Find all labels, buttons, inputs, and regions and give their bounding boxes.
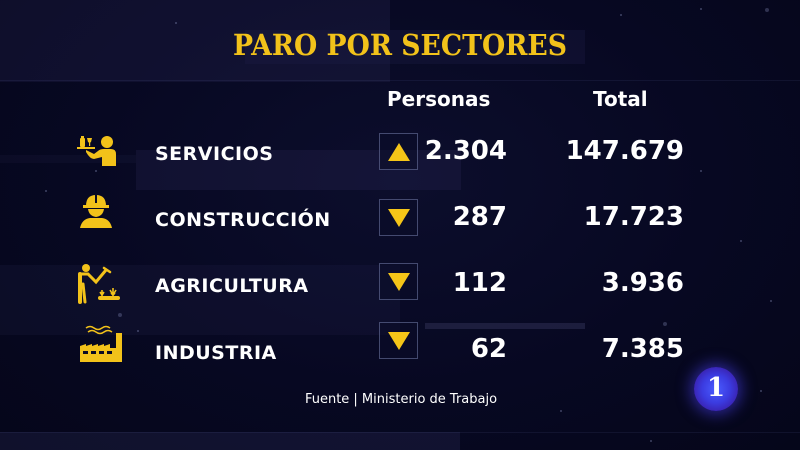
channel-logo: 1 <box>694 367 738 411</box>
bg-panel <box>0 155 136 163</box>
bg-panel <box>0 0 390 82</box>
triangle-down-icon <box>388 273 410 291</box>
bg-panel <box>245 30 585 64</box>
channel-logo-number: 1 <box>706 373 726 403</box>
sector-row-construccion: CONSTRUCCIÓN 287 17.723 <box>0 194 800 246</box>
sector-label: AGRICULTURA <box>155 275 309 297</box>
sector-label: SERVICIOS <box>155 143 274 165</box>
bg-panel <box>0 432 460 450</box>
waiter-icon <box>76 132 124 172</box>
farmer-icon <box>76 262 124 304</box>
bg-panel <box>425 323 585 329</box>
factory-icon <box>78 324 126 364</box>
total-value: 17.723 <box>583 202 684 232</box>
sector-label: CONSTRUCCIÓN <box>155 209 331 231</box>
trend-down-indicator <box>379 199 418 236</box>
bg-panel <box>0 265 400 335</box>
trend-down-indicator <box>379 263 418 300</box>
triangle-up-icon <box>388 143 410 161</box>
persons-value: 112 <box>452 268 507 298</box>
sector-row-agricultura: AGRICULTURA 112 3.936 <box>0 262 800 312</box>
triangle-down-icon <box>388 332 410 350</box>
triangle-down-icon <box>388 209 410 227</box>
bg-gridline <box>0 432 800 433</box>
persons-value: 287 <box>452 202 507 232</box>
trend-down-indicator <box>379 322 418 359</box>
trend-up-indicator <box>379 133 418 170</box>
source-caption: Fuente | Ministerio de Trabajo <box>304 392 498 407</box>
sector-label: INDUSTRIA <box>155 342 277 364</box>
column-header-persons: Personas <box>387 87 491 111</box>
column-header-total: Total <box>593 87 648 111</box>
total-value: 3.936 <box>601 268 684 298</box>
page-title: PARO POR SECTORES <box>232 28 567 62</box>
total-value: 147.679 <box>565 136 684 166</box>
sector-row-industria: INDUSTRIA 62 7.385 <box>0 322 800 378</box>
bg-gridline <box>0 80 800 81</box>
sector-row-servicios: SERVICIOS 2.304 147.679 <box>0 130 800 180</box>
total-value: 7.385 <box>601 334 684 364</box>
construction-worker-icon <box>76 192 124 232</box>
persons-value: 2.304 <box>424 136 507 166</box>
persons-value: 62 <box>470 334 507 364</box>
